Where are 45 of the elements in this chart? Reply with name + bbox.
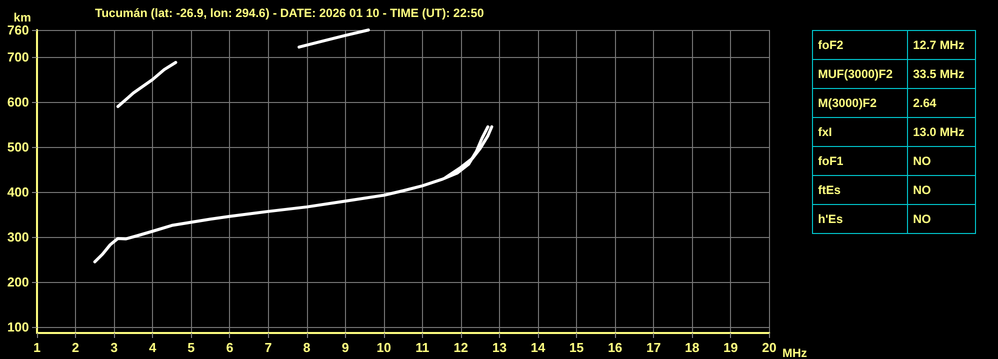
x-tick-label: 1	[33, 340, 41, 355]
text: NO	[908, 204, 976, 234]
x-tick-label: 14	[530, 340, 546, 355]
x-tick-label: 19	[723, 340, 738, 355]
text: foF1	[812, 146, 908, 176]
text: 2.64	[908, 88, 976, 118]
text: MUF(3000)F2	[812, 60, 908, 88]
x-tick-label: 13	[492, 340, 507, 355]
text: fxI	[812, 118, 908, 146]
y-tick-label: 700	[7, 50, 29, 65]
x-tick-label: 10	[376, 340, 392, 355]
y-tick-label: 760	[7, 22, 29, 38]
x-tick-label: 4	[148, 340, 157, 355]
text: M(3000)F2	[812, 88, 908, 118]
x-tick-label: 9	[342, 340, 349, 355]
x-tick-label: 5	[188, 340, 195, 355]
x-tick-label: 3	[110, 340, 118, 355]
text: foF2	[812, 30, 908, 60]
text: 13.0 MHz	[908, 118, 976, 146]
text: 12.7 MHz	[908, 30, 976, 60]
x-tick-label: 17	[646, 340, 661, 355]
x-tick-label: 11	[416, 340, 430, 355]
y-tick-label: 600	[7, 94, 29, 110]
x-axis-title: MHz	[782, 346, 808, 359]
x-tick-label: 2	[72, 340, 80, 355]
text: ftEs	[812, 176, 908, 204]
y-tick-label: 200	[7, 274, 29, 290]
text: 33.5 MHz	[908, 60, 976, 88]
x-tick-label: 6	[226, 340, 234, 355]
x-tick-label: 20	[762, 340, 776, 355]
x-tick-label: 7	[264, 340, 272, 355]
y-tick-label: 400	[7, 184, 29, 200]
y-tick-label: 300	[7, 230, 29, 245]
x-tick-label: 15	[569, 340, 584, 355]
y-axis-title: km	[14, 10, 31, 25]
text: NO	[908, 146, 976, 176]
y-tick-label: 500	[7, 140, 29, 155]
x-tick-label: 12	[454, 340, 468, 355]
text: NO	[908, 176, 976, 204]
x-tick-label: 8	[303, 340, 310, 355]
y-tick-label: 100	[7, 320, 29, 335]
x-tick-label: 16	[608, 340, 622, 355]
text: h'Es	[812, 204, 908, 234]
chart-title: Tucumán (lat: -26.9, lon: 294.6) - DATE: 2026 01 10 - TIME (UT): 22:50	[95, 6, 484, 20]
x-tick-label: 18	[684, 340, 700, 355]
